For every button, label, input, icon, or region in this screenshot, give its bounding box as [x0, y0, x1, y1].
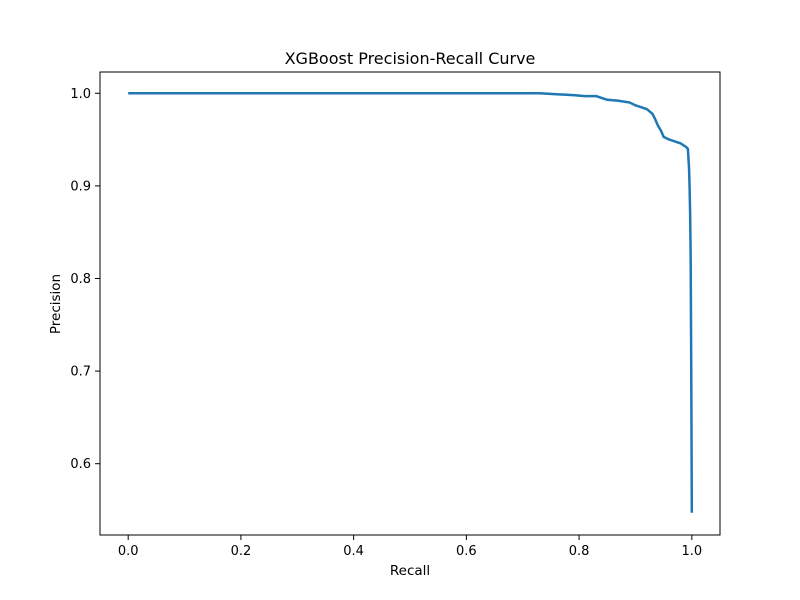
y-tick-label: 1.0	[70, 87, 91, 102]
x-axis-label: Recall	[390, 563, 430, 579]
pr-curve-line	[128, 92, 694, 513]
y-tick-label: 0.8	[70, 272, 91, 287]
y-tick-label: 0.7	[70, 365, 91, 380]
plot-frame	[99, 71, 721, 536]
x-tick-label: 0.4	[343, 544, 364, 559]
x-tick-label: 0.6	[456, 544, 477, 559]
x-tick-label: 0.2	[231, 544, 252, 559]
y-tick-label: 0.6	[70, 457, 91, 472]
x-tick-label: 0.8	[569, 544, 590, 559]
y-tick-label: 0.9	[70, 179, 91, 194]
x-tick-label: 1.0	[681, 544, 702, 559]
y-axis-label: Precision	[48, 274, 64, 334]
x-tick-label: 0.0	[118, 544, 139, 559]
chart-title: XGBoost Precision-Recall Curve	[285, 49, 536, 68]
